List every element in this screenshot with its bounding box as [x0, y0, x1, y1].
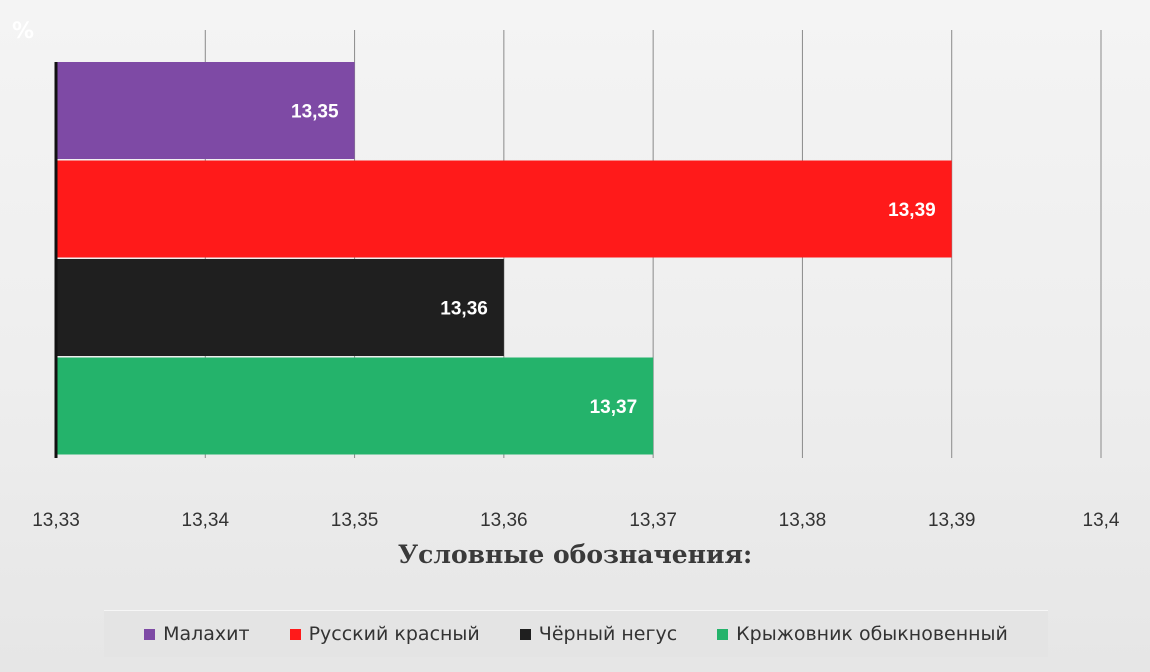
bars: [56, 62, 952, 455]
x-tick-labels: 13,33 13,34 13,35 13,36 13,37 13,38 13,39 13,4: [32, 510, 1120, 531]
legend-label: Малахит: [163, 623, 250, 645]
legend-swatch: [289, 628, 301, 640]
legend-item-malachite: Малахит: [144, 623, 250, 645]
legend-item-black-negus: Чёрный негус: [519, 623, 678, 645]
x-tick-label: 13,33: [32, 510, 80, 531]
legend: Малахит Русский красный Чёрный негус Кры…: [104, 610, 1048, 657]
unit-label: %: [12, 19, 34, 44]
legend-label: Чёрный негус: [538, 623, 678, 645]
x-tick-label: 13,36: [480, 510, 528, 531]
legend-item-russian-red: Русский красный: [289, 623, 480, 645]
x-tick-label: 13,37: [629, 510, 677, 531]
bar-chart: 13,33 13,34 13,35 13,36 13,37 13,38 13,39 13,4 …: [12, 19, 1120, 531]
legend-label: Крыжовник обыкновенный: [736, 623, 1008, 645]
data-label: 13,36: [440, 299, 488, 320]
legend-label: Русский красный: [308, 623, 480, 645]
data-label: 13,37: [590, 397, 638, 418]
x-tick-label: 13,38: [779, 510, 827, 531]
x-tick-label: 13,39: [928, 510, 976, 531]
legend-item-common-gooseberry: Крыжовник обыкновенный: [717, 623, 1008, 645]
bar: [56, 357, 654, 455]
data-label: 13,35: [291, 102, 339, 123]
x-tick-label: 13,35: [331, 510, 379, 531]
legend-title: Условные обозначения:: [397, 540, 753, 569]
data-labels: 13,35 13,39 13,36 13,37: [291, 102, 936, 419]
bar: [56, 259, 504, 356]
bar: [56, 160, 952, 258]
x-tick-label: 13,4: [1083, 510, 1120, 531]
x-tick-label: 13,34: [182, 510, 230, 531]
legend-swatch: [519, 628, 531, 640]
legend-swatch: [144, 628, 156, 640]
data-label: 13,39: [888, 200, 936, 221]
legend-swatch: [717, 628, 729, 640]
bar: [56, 62, 355, 159]
